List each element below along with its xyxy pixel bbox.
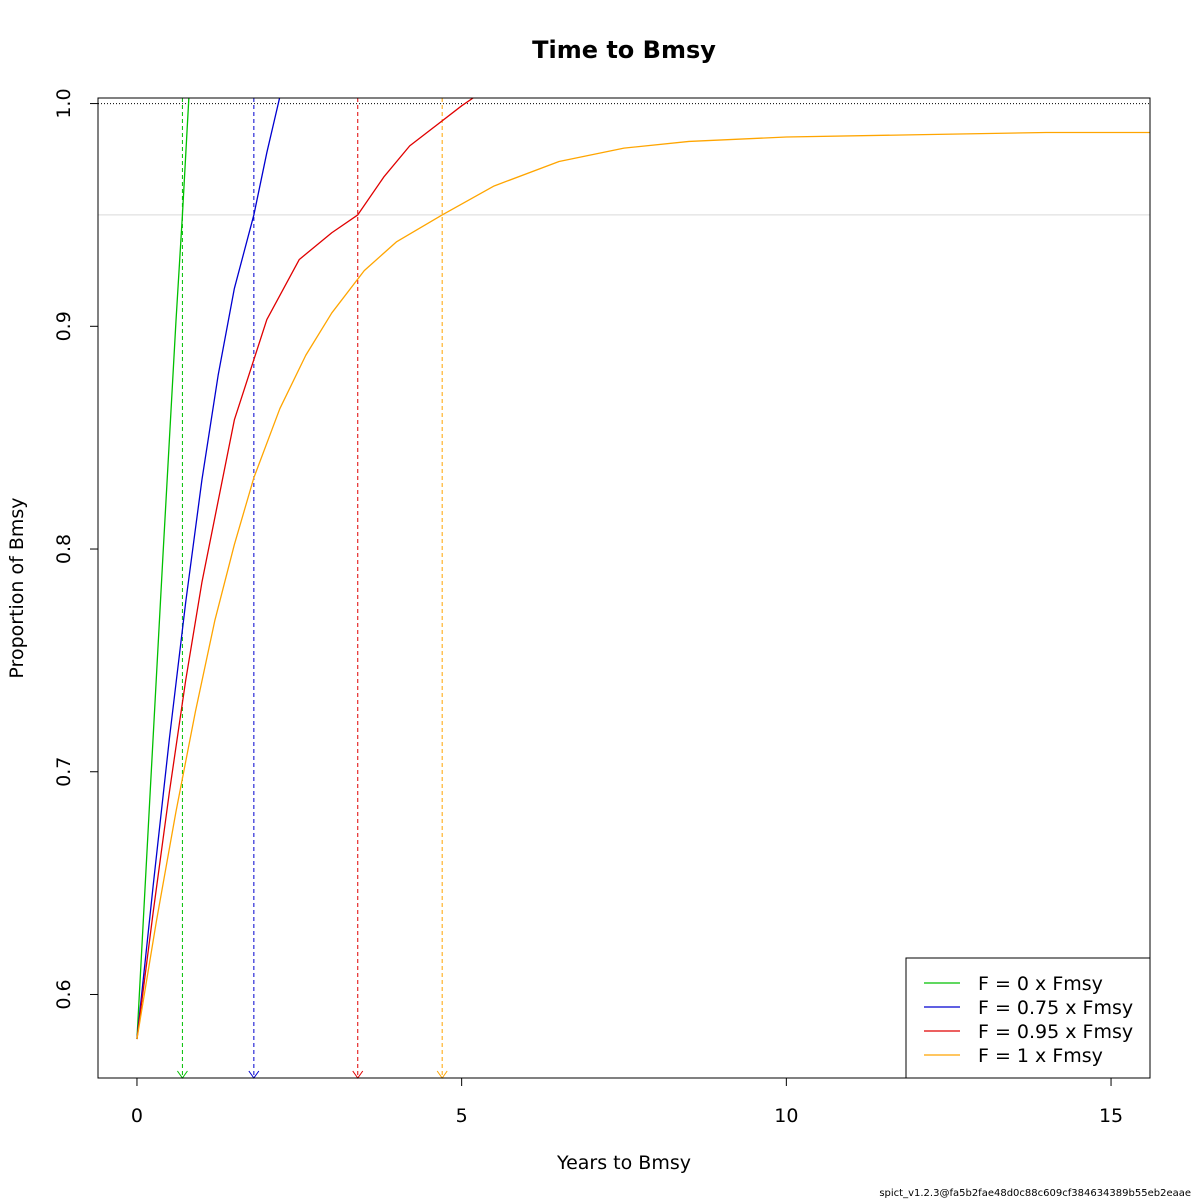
legend-box	[905, 957, 1151, 1079]
y-tick-label: 0.8	[53, 534, 75, 564]
plot-frame	[97, 97, 1151, 1079]
plot-area: 0 5 10 15 0.6 0.7 0.8 0.9 1.0	[53, 88, 1151, 1127]
x-tick-label: 15	[1099, 1105, 1123, 1127]
y-tick-label: 0.9	[53, 311, 75, 341]
legend-label: F = 0.95 x Fmsy	[978, 1021, 1133, 1043]
y-tick-label: 1.0	[53, 88, 75, 118]
y-axis-label: Proportion of Bmsy	[6, 497, 28, 678]
footer-version-text: spict_v1.2.3@fa5b2fae48d0c88c609cf384634…	[879, 1188, 1191, 1199]
legend-label: F = 1 x Fmsy	[978, 1045, 1103, 1067]
x-tick-label: 5	[456, 1105, 468, 1127]
x-tick-label: 0	[131, 1105, 143, 1127]
chart-title: Time to Bmsy	[532, 36, 716, 64]
x-axis-label: Years to Bmsy	[556, 1152, 691, 1174]
series-line-2	[136, 98, 475, 1040]
y-tick-label: 0.7	[53, 757, 75, 787]
legend-label: F = 0 x Fmsy	[978, 973, 1103, 995]
plot-clip-group	[98, 98, 1150, 1078]
series-line-0	[136, 98, 190, 1040]
series-line-3	[136, 131, 1150, 1040]
x-tick-label: 10	[774, 1105, 798, 1127]
series-line-1	[136, 98, 281, 1040]
legend-label: F = 0.75 x Fmsy	[978, 997, 1133, 1019]
y-tick-label: 0.6	[53, 979, 75, 1009]
